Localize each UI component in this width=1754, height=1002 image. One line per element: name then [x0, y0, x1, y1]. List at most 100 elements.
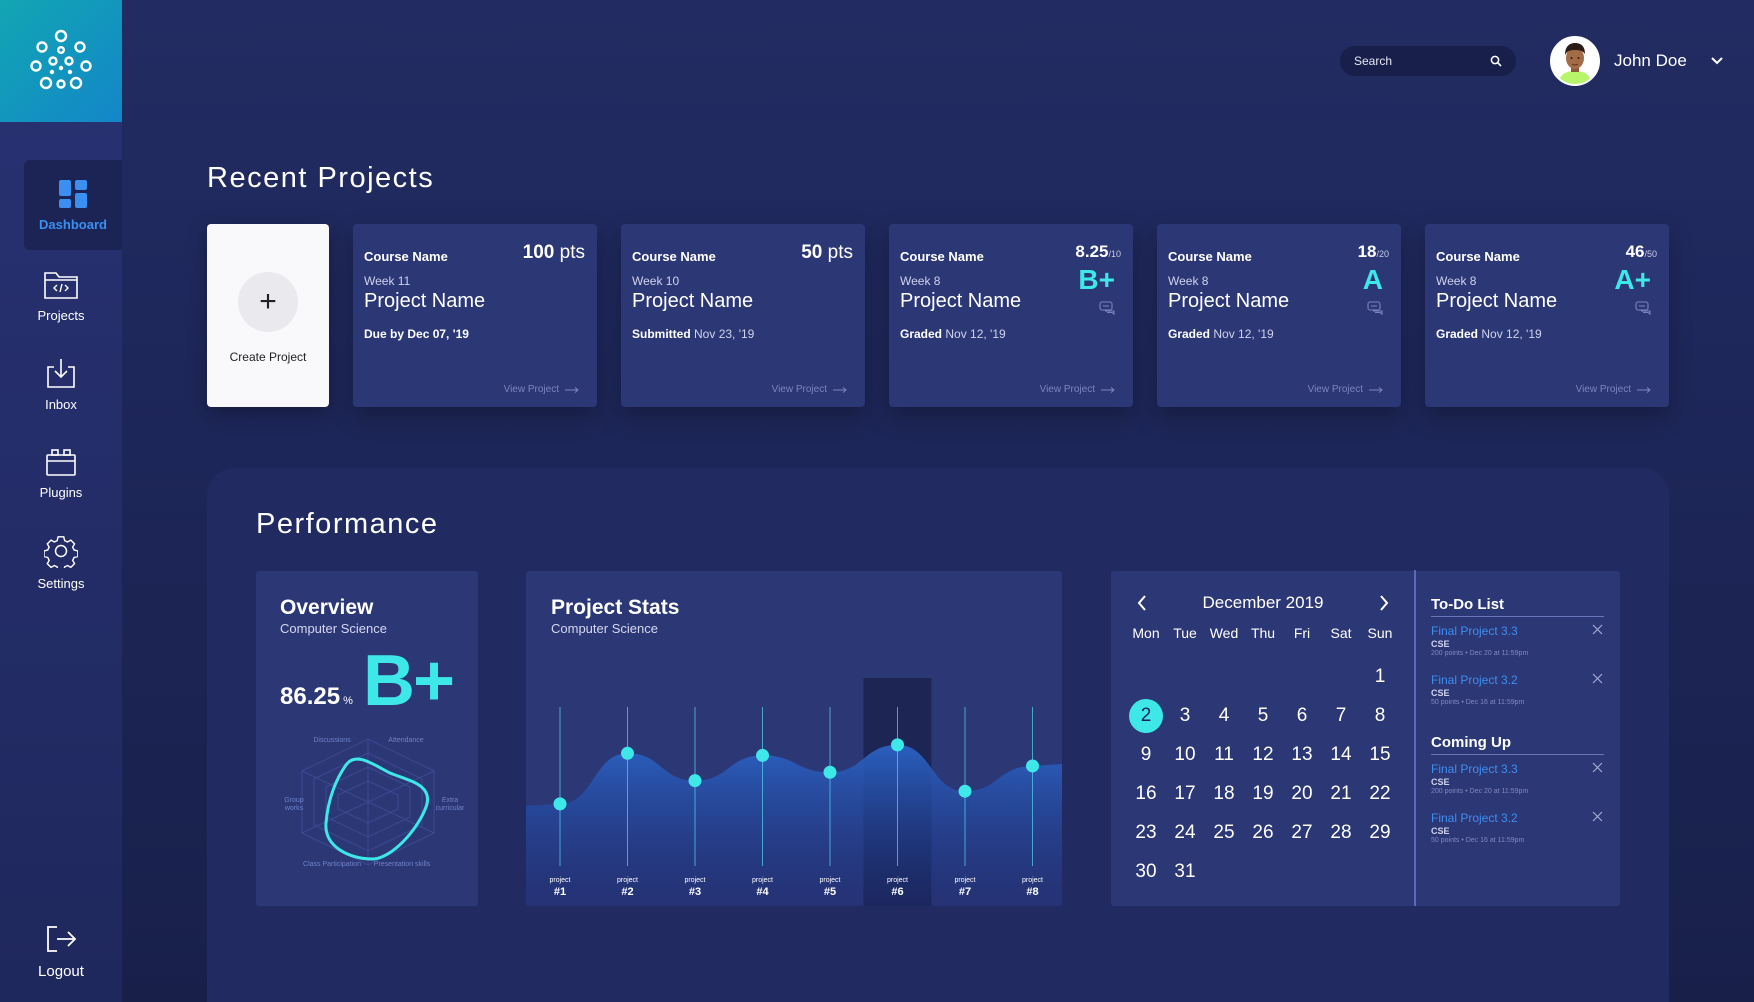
- logout-button[interactable]: Logout: [0, 906, 122, 996]
- coming-up-item-title[interactable]: Final Project 3.2: [1431, 811, 1518, 825]
- status-label: Graded: [1168, 327, 1211, 341]
- todo-divider: [1431, 616, 1604, 617]
- grade-badge: A: [1362, 264, 1383, 295]
- stats-point[interactable]: [1026, 759, 1039, 773]
- calendar-day[interactable]: 11: [1214, 744, 1234, 765]
- create-project-label: Create Project: [229, 349, 307, 364]
- calendar-day[interactable]: 12: [1252, 744, 1274, 765]
- app-logo[interactable]: [0, 0, 122, 122]
- project-card[interactable]: Course Name 46/50 A+ Week 8 Project Name…: [1425, 224, 1669, 407]
- todo-item[interactable]: Final Project 3.3 CSE 200 points • Dec 2…: [1431, 624, 1603, 657]
- stats-tick-label: project: [549, 877, 570, 884]
- calendar-day[interactable]: 25: [1213, 822, 1235, 843]
- avatar[interactable]: [1550, 36, 1600, 86]
- todo-item[interactable]: Final Project 3.2 CSE 50 points • Dec 16…: [1431, 673, 1603, 706]
- calendar-day[interactable]: 30: [1135, 861, 1157, 882]
- points-number: 100: [522, 242, 555, 263]
- calendar-day[interactable]: 29: [1369, 822, 1391, 843]
- calendar-day[interactable]: 19: [1252, 783, 1274, 804]
- stats-point[interactable]: [553, 797, 567, 811]
- view-project-link[interactable]: View Project: [1576, 384, 1651, 395]
- project-week: Week 11: [364, 274, 411, 288]
- coming-up-title: Coming Up: [1431, 734, 1511, 751]
- sidebar-item-dashboard[interactable]: Dashboard: [24, 160, 122, 250]
- feedback-chat-icon[interactable]: [1099, 301, 1117, 316]
- sidebar-item-plugins[interactable]: Plugins: [0, 428, 122, 518]
- calendar-month: December 2019: [1202, 593, 1324, 612]
- todo-item-title[interactable]: Final Project 3.3: [1431, 624, 1518, 638]
- sidebar-item-inbox[interactable]: Inbox: [0, 339, 122, 429]
- calendar-day[interactable]: 10: [1174, 744, 1196, 765]
- stats-point[interactable]: [688, 774, 702, 788]
- calendar-day[interactable]: 17: [1174, 783, 1196, 804]
- feedback-chat-icon[interactable]: [1367, 301, 1385, 316]
- project-card[interactable]: Course Name 100 pts Week 11 Project Name…: [353, 224, 597, 407]
- calendar-day[interactable]: 6: [1296, 705, 1308, 726]
- calendar-day[interactable]: 31: [1174, 861, 1196, 882]
- calendar-day[interactable]: 23: [1135, 822, 1157, 843]
- view-project-link[interactable]: View Project: [1308, 384, 1383, 395]
- calendar-day[interactable]: 9: [1140, 744, 1152, 765]
- calendar-day[interactable]: 18: [1213, 783, 1235, 804]
- status-label: Graded: [900, 327, 943, 341]
- overview-score-number: 86.25: [280, 683, 341, 710]
- calendar-day[interactable]: 26: [1252, 822, 1274, 843]
- view-project-link[interactable]: View Project: [772, 384, 847, 395]
- view-project-link[interactable]: View Project: [504, 384, 579, 395]
- stats-tick-label: project: [887, 877, 908, 884]
- calendar-day[interactable]: 15: [1369, 744, 1391, 765]
- stats-tick-number: #1: [554, 886, 566, 898]
- calendar-day[interactable]: 3: [1179, 705, 1191, 726]
- project-card[interactable]: Course Name 18/20 A Week 8 Project Name …: [1157, 224, 1401, 407]
- search-bar[interactable]: [1340, 46, 1516, 76]
- coming-up-item[interactable]: Final Project 3.2 CSE 50 points • Dec 16…: [1431, 811, 1603, 844]
- stats-point[interactable]: [891, 738, 904, 752]
- calendar-day[interactable]: 20: [1291, 783, 1313, 804]
- chevron-right-icon[interactable]: [1378, 594, 1390, 612]
- todo-item-title[interactable]: Final Project 3.2: [1431, 673, 1518, 687]
- stats-tick-label: project: [1022, 877, 1043, 884]
- calendar-day[interactable]: 7: [1335, 705, 1347, 726]
- calendar-day[interactable]: 14: [1330, 744, 1352, 765]
- calendar-day[interactable]: 13: [1291, 744, 1313, 765]
- close-icon[interactable]: [1592, 811, 1603, 822]
- calendar-day[interactable]: 16: [1135, 783, 1157, 804]
- user-menu[interactable]: John Doe: [1550, 36, 1723, 86]
- sidebar-item-projects[interactable]: Projects: [0, 250, 122, 340]
- chevron-left-icon[interactable]: [1136, 594, 1148, 612]
- calendar-day[interactable]: 22: [1369, 783, 1391, 804]
- calendar-day[interactable]: 8: [1374, 705, 1386, 726]
- stats-point[interactable]: [756, 748, 769, 762]
- calendar-day[interactable]: 28: [1330, 822, 1352, 843]
- user-avatar-icon: [1552, 38, 1598, 84]
- calendar-day[interactable]: 27: [1291, 822, 1313, 843]
- score-denominator: /50: [1644, 249, 1657, 259]
- coming-up-item-title[interactable]: Final Project 3.3: [1431, 762, 1518, 776]
- calendar-day[interactable]: 24: [1174, 822, 1196, 843]
- stats-point[interactable]: [958, 784, 972, 798]
- coming-up-item[interactable]: Final Project 3.3 CSE 200 points • Dec 2…: [1431, 762, 1603, 795]
- close-icon[interactable]: [1592, 762, 1603, 773]
- search-input[interactable]: [1354, 54, 1474, 68]
- sidebar-item-settings[interactable]: Settings: [0, 517, 122, 607]
- chevron-down-icon[interactable]: [1711, 57, 1723, 65]
- calendar-card: [1111, 571, 1620, 906]
- stats-point[interactable]: [823, 765, 837, 779]
- feedback-chat-icon[interactable]: [1635, 301, 1653, 316]
- code-folder-icon: [44, 271, 78, 299]
- calendar-day[interactable]: 1: [1374, 666, 1386, 687]
- close-icon[interactable]: [1592, 624, 1603, 635]
- close-icon[interactable]: [1592, 673, 1603, 684]
- calendar-day[interactable]: 4: [1218, 705, 1230, 726]
- radar-label: Presentation skills: [373, 861, 431, 868]
- view-project-link[interactable]: View Project: [1040, 384, 1115, 395]
- search-icon[interactable]: [1490, 55, 1502, 67]
- create-project-button[interactable]: + Create Project: [207, 224, 329, 407]
- stats-point[interactable]: [621, 746, 634, 760]
- calendar-day[interactable]: 21: [1330, 783, 1352, 804]
- coming-up-item-course: CSE: [1431, 777, 1450, 787]
- project-card[interactable]: Course Name 8.25/10 B+ Week 8 Project Na…: [889, 224, 1133, 407]
- project-card[interactable]: Course Name 50 pts Week 10 Project Name …: [621, 224, 865, 407]
- calendar-day[interactable]: 5: [1257, 705, 1269, 726]
- calendar-day-selected[interactable]: 2: [1127, 697, 1165, 735]
